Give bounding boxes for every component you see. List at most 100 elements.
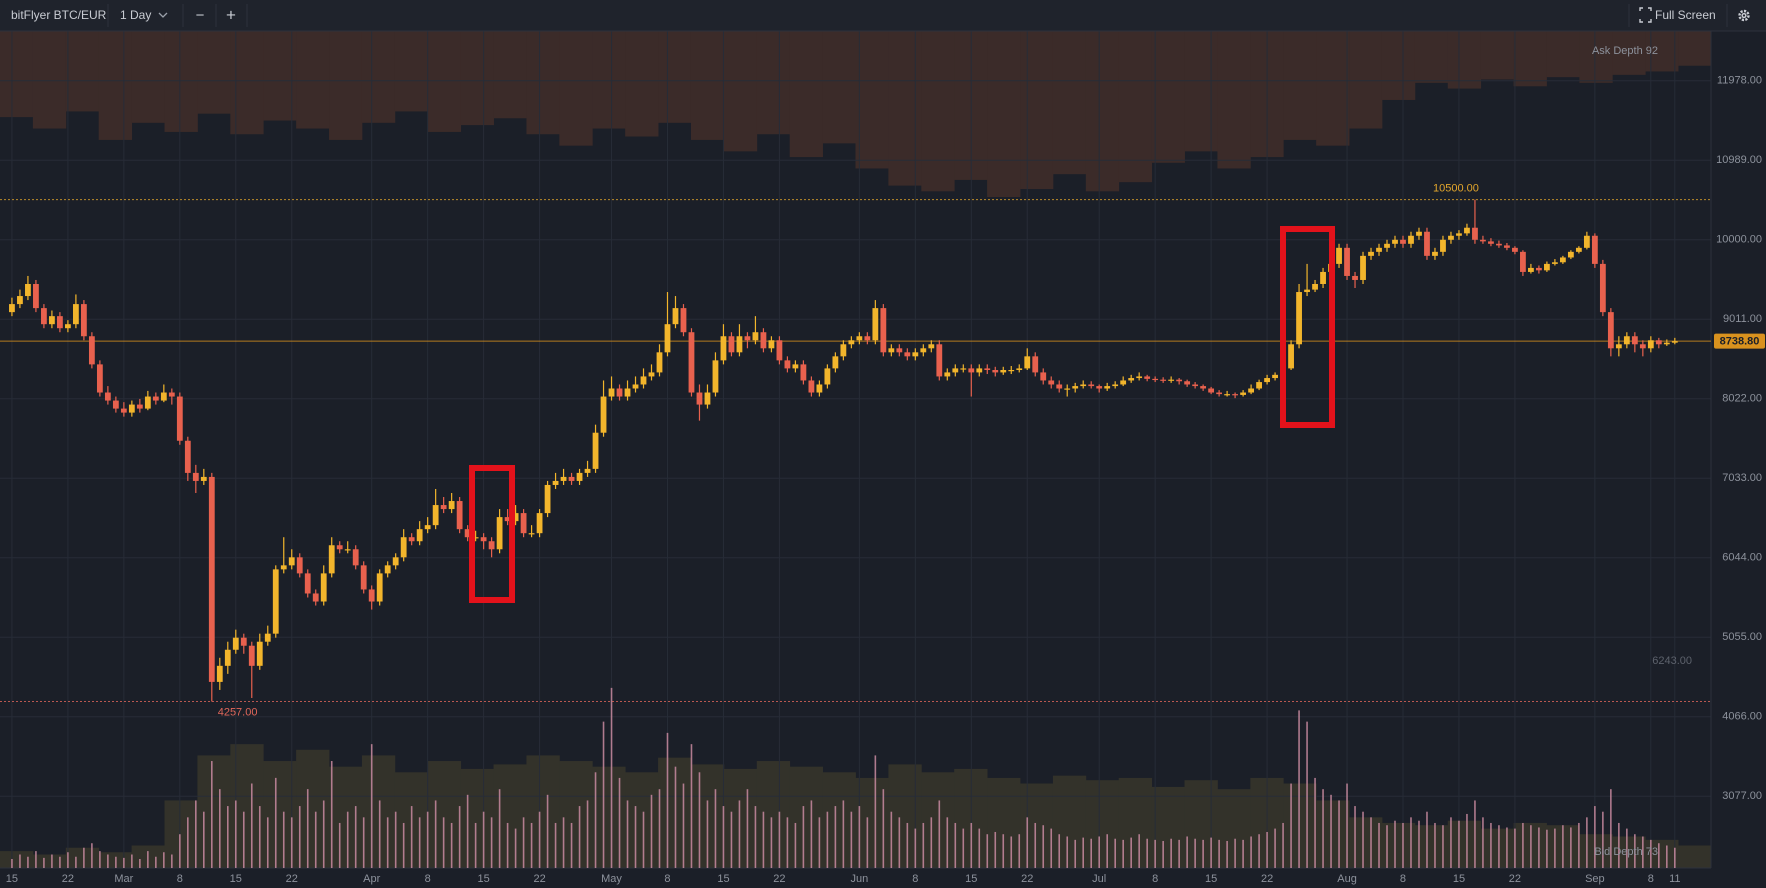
ask-depth-bar — [1612, 31, 1646, 75]
candle-body — [736, 336, 743, 353]
candle-body — [1631, 336, 1638, 345]
y-tick-label: 9011.00 — [1723, 313, 1762, 325]
candle-body — [1488, 241, 1494, 244]
candle-body — [408, 537, 415, 542]
candle-body — [1480, 239, 1486, 242]
ask-depth-bar — [65, 31, 100, 112]
settings-icon[interactable] — [1738, 9, 1750, 22]
candle-body — [1208, 388, 1215, 393]
symbol[interactable]: bitFlyer BTC/EUR — [11, 8, 107, 22]
ask-depth-bar — [1052, 31, 1087, 175]
ask-depth-bar — [855, 31, 889, 169]
bid-depth-bar — [460, 768, 494, 868]
candle-body — [64, 324, 71, 329]
bid-depth-bar — [888, 764, 922, 868]
candle-body — [248, 645, 255, 666]
x-tick-label: 8 — [1648, 873, 1654, 885]
candle-body — [488, 541, 495, 550]
candle-body — [1064, 388, 1071, 390]
candle-body — [17, 296, 23, 305]
bid-depth-bar — [32, 854, 67, 868]
candle-body — [504, 517, 511, 522]
candle-body — [144, 396, 151, 409]
candle-body — [280, 565, 287, 570]
ask-depth-bar — [296, 31, 330, 129]
candle-body — [152, 396, 159, 401]
ask-depth-bar — [592, 31, 626, 129]
candle-body — [72, 304, 79, 325]
candle-body — [1168, 379, 1175, 381]
candle-body — [1224, 394, 1231, 396]
candle-body — [776, 340, 783, 361]
candle-body — [1136, 376, 1143, 379]
candle-body — [1607, 312, 1614, 349]
candle-body — [9, 304, 15, 313]
bid-depth-bar — [361, 755, 396, 868]
ask-depth-bar — [0, 31, 34, 118]
x-tick-label: 15 — [6, 873, 18, 885]
candle-body — [104, 392, 111, 401]
ask-depth-label: Ask Depth 92 — [1592, 45, 1658, 57]
candle-body — [1408, 235, 1414, 244]
zoom-in[interactable]: + — [226, 5, 236, 24]
ask-depth-bar — [1316, 31, 1350, 146]
candle-body — [608, 388, 615, 397]
candle-body — [1096, 386, 1103, 389]
candle-body — [1176, 379, 1183, 382]
ask-depth-bar — [1283, 31, 1317, 140]
candle-body — [1232, 394, 1239, 396]
candle-body — [1312, 283, 1318, 290]
candle-body — [624, 388, 631, 397]
ask-depth-bar — [197, 31, 231, 114]
candle-body — [392, 557, 399, 566]
x-tick-label: 15 — [1205, 873, 1217, 885]
bid-depth-bar — [329, 766, 363, 868]
dropdown-arrow[interactable] — [158, 12, 168, 18]
zoom-out[interactable]: − — [196, 7, 205, 24]
x-tick-label: Apr — [363, 873, 380, 885]
fullscreen-icon[interactable] — [1639, 7, 1652, 23]
candle-body — [1272, 374, 1278, 379]
ask-depth-bar — [559, 31, 593, 146]
x-tick-label: 15 — [965, 873, 977, 885]
ask-depth-bar — [987, 31, 1021, 198]
interval[interactable]: 1 Day — [120, 8, 151, 22]
candle-body — [1591, 235, 1598, 264]
candle-body — [336, 545, 343, 550]
x-tick-label: Aug — [1337, 873, 1357, 885]
x-tick-label: Sep — [1585, 873, 1605, 885]
candle-body — [1296, 292, 1302, 345]
ask-depth-bar — [131, 31, 165, 123]
bid-depth-bar — [65, 847, 100, 868]
candle-body — [1104, 386, 1111, 389]
candle-body — [784, 360, 791, 369]
candle-body — [424, 525, 431, 530]
candle-body — [904, 352, 911, 357]
candle-body — [296, 557, 303, 574]
bid-depth-bar — [1349, 817, 1383, 868]
candle-body — [480, 537, 487, 542]
ask-depth-bar — [1546, 31, 1580, 78]
candle-body — [792, 364, 799, 369]
y-tick-label: 3077.00 — [1722, 790, 1762, 802]
candle-body — [536, 513, 543, 534]
candle-body — [264, 633, 271, 642]
candle-body — [592, 432, 599, 469]
candle-body — [416, 529, 423, 542]
x-tick-label: 22 — [1021, 873, 1033, 885]
candle-body — [1543, 263, 1550, 271]
candle-body — [632, 384, 639, 389]
candle-body — [1248, 388, 1254, 393]
bid-depth-bar — [164, 800, 198, 868]
ask-depth-bar — [1085, 31, 1120, 192]
ask-depth-bar — [1447, 31, 1482, 89]
fullscreen[interactable]: Full Screen — [1655, 8, 1716, 22]
toolbar — [0, 0, 1766, 31]
candle-body — [1496, 243, 1502, 246]
candle-body — [560, 476, 567, 481]
candle-body — [49, 316, 55, 325]
candle-body — [1056, 384, 1063, 389]
x-tick-label: 8 — [1400, 873, 1406, 885]
candle-body — [224, 649, 231, 666]
